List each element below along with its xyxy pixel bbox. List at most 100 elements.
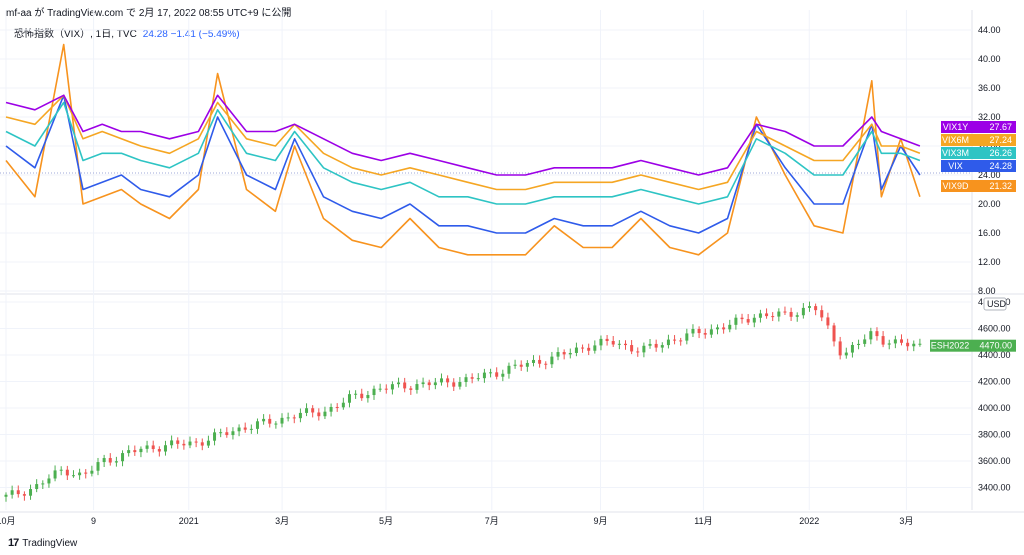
price-tag-vix3m: VIX3M 26.26 [941,147,1016,159]
candle-body [734,317,738,325]
chart-canvas[interactable]: 44.0040.0036.0032.0028.0024.0020.0016.00… [0,0,1024,535]
candle-body [746,319,750,323]
candle-body [458,382,462,387]
candle-body [765,313,769,317]
y-tick-vix: 16.00 [978,228,1001,238]
candle-body [446,378,450,383]
series-line-vix [5,94,921,234]
candle-body [476,378,480,380]
candle-body [378,388,382,390]
candle-body [341,402,345,408]
candle-body [581,347,585,349]
x-tick: 7月 [485,516,499,526]
candle-body [906,342,910,347]
price-tag-value: 4470.00 [979,341,1012,351]
series-line-vix1y [5,94,921,176]
candle-body [16,490,20,495]
candle-body [415,384,419,390]
x-tick: 3月 [275,516,289,526]
candle-body [231,431,235,436]
candle-body [121,453,125,462]
candle-body [200,442,204,446]
x-tick: 3月 [899,516,913,526]
candle-body [317,412,321,417]
price-tag-value: 24.28 [989,161,1012,171]
candle-body [814,306,818,311]
y-tick-vix: 24.00 [978,170,1001,180]
candle-body [84,472,88,474]
y-tick-es: 4600.00 [978,323,1011,333]
candle-body [409,388,413,390]
candle-body [366,395,370,399]
y-tick-es: 3400.00 [978,482,1011,492]
price-tag-value: 27.24 [989,135,1012,145]
candle-body [881,336,885,345]
candle-body [188,441,192,446]
candle-body [452,382,456,387]
candle-body [740,317,744,320]
footer-brand: 17 TradingView [8,537,77,549]
x-tick: 9月 [594,516,608,526]
price-tag-name-bg [941,160,970,172]
y-tick-es: 3600.00 [978,456,1011,466]
candle-body [899,339,903,343]
candle-body [145,445,149,449]
price-tag-name-bg [941,180,970,192]
y-tick-vix: 36.00 [978,83,1001,93]
price-tag-name: ESH2022 [931,341,970,351]
candle-body [133,450,137,453]
candle-body [329,406,333,412]
price-tag-name: VIX9D [942,181,969,191]
candle-body [176,440,180,444]
price-tag-vix6m: VIX6M 27.24 [941,134,1016,146]
candle-body [562,352,566,355]
candle-body [482,372,486,379]
price-tag-value: 27.67 [989,122,1012,132]
candle-body [225,432,229,436]
candle-body [844,352,848,356]
price-tag-esh2022: ESH2022 4470.00 [930,339,1016,352]
candle-body [65,469,69,476]
candle-body [268,418,272,424]
candle-body [298,412,302,419]
candle-body [489,372,493,374]
candle-body [556,352,560,357]
candle-body [108,458,112,463]
candle-body [593,345,597,351]
candle-body [470,377,474,379]
price-tag-value-bg [970,121,1016,133]
candle-body [390,384,394,390]
candle-body [691,328,695,334]
candle-body [194,441,198,443]
candle-body [673,339,677,341]
candle-body [139,448,143,453]
candle-body [783,311,787,313]
candle-body [728,324,732,330]
x-tick: 5月 [379,516,393,526]
candle-body [654,343,658,348]
candle-body [53,470,57,479]
y-tick-vix: 32.00 [978,112,1001,122]
candle-body [243,427,247,430]
candle-body [311,408,315,413]
candle-body [10,490,14,495]
candle-body [384,388,388,390]
candle-body [715,327,719,330]
price-tag-name: VIX6M [942,135,969,145]
footer-brand-name: TradingView [22,537,78,549]
currency-label: USD [987,299,1007,309]
tradingview-logo-icon: 17 [8,537,19,549]
candle-body [605,338,609,342]
x-tick: 2022 [799,516,819,526]
candle-body [820,310,824,318]
candle-body [826,317,830,326]
candle-body [163,445,167,452]
y-tick-vix: 8.00 [978,286,996,296]
candle-body [433,382,437,386]
price-tag-value-bg [970,180,1016,192]
y-tick-vix: 44.00 [978,25,1001,35]
candle-body [335,406,339,408]
x-tick: 9 [91,516,96,526]
candle-body [918,343,922,345]
candle-body [587,347,591,351]
